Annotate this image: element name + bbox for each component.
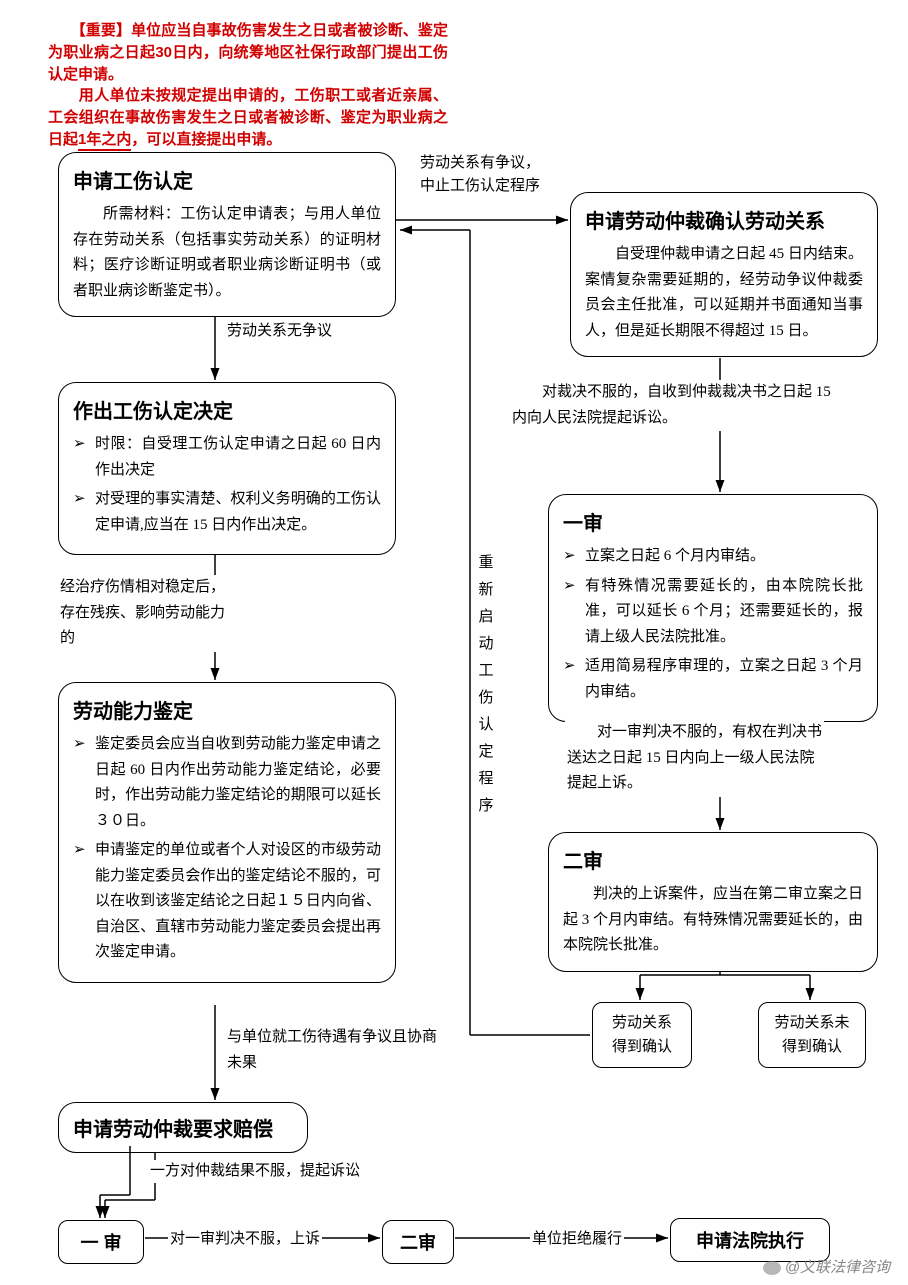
box4-b2: ➢有特殊情况需要延长的，由本院院长批准，可以延长 6 个月；还需要延长的，报请上… bbox=[563, 574, 863, 651]
box5-b1: ➢鉴定委员会应当自收到劳动能力鉴定申请之日起 60 日内作出劳动能力鉴定结论，必… bbox=[73, 732, 381, 834]
box1-body: 所需材料：工伤认定申请表；与用人单位存在劳动关系（包括事实劳动关系）的证明材料；… bbox=[73, 202, 381, 304]
label-no-dispute: 劳动关系无争议 bbox=[225, 320, 334, 343]
box4-b1: ➢立案之日起 6 个月内审结。 bbox=[563, 544, 863, 570]
box-first-trial: 一审 ➢立案之日起 6 个月内审结。 ➢有特殊情况需要延长的，由本院院长批准，可… bbox=[548, 494, 878, 722]
box-arbitration-comp: 申请劳动仲裁要求赔偿 bbox=[58, 1102, 308, 1153]
box3-b2: ➢对受理的事实清楚、权利义务明确的工伤认定申请,应当在 15 日内作出决定。 bbox=[73, 487, 381, 538]
box6-title: 二审 bbox=[563, 845, 863, 874]
label-restart-vertical: 重新启动工伤认定程序 bbox=[478, 550, 494, 820]
box3-b1: ➢时限：自受理工伤认定申请之日起 60 日内作出决定 bbox=[73, 432, 381, 483]
label-appeal-first: 对一审判决不服的，有权在判决书送达之日起 15 日内向上一级人民法院提起上诉。 bbox=[565, 720, 824, 797]
box-injury-decision: 作出工伤认定决定 ➢时限：自受理工伤认定申请之日起 60 日内作出决定 ➢对受理… bbox=[58, 382, 396, 555]
box-capacity-assess: 劳动能力鉴定 ➢鉴定委员会应当自收到劳动能力鉴定申请之日起 60 日内作出劳动能… bbox=[58, 682, 396, 983]
box6-body: 判决的上诉案件，应当在第二审立案之日起 3 个月内审结。有特殊情况需要延长的，由… bbox=[563, 882, 863, 959]
label-dispute-comp: 与单位就工伤待遇有争议且协商未果 bbox=[225, 1025, 444, 1076]
box-confirmed: 劳动关系 得到确认 bbox=[592, 1002, 692, 1068]
label-treatment: 经治疗伤情相对稳定后，存在残疾、影响劳动能力的 bbox=[58, 575, 227, 652]
label-refuse: 单位拒绝履行 bbox=[530, 1228, 624, 1251]
box7-title: 申请劳动仲裁要求赔偿 bbox=[73, 1113, 293, 1142]
box2-body: 自受理仲裁申请之日起 45 日内结束。案情复杂需要延期的，经劳动争议仲裁委员会主… bbox=[585, 242, 863, 344]
box-first-trial-small: 一 审 bbox=[58, 1220, 144, 1264]
label-one-party: 一方对仲裁结果不服，提起诉讼 bbox=[148, 1160, 362, 1183]
box-not-confirmed: 劳动关系未 得到确认 bbox=[758, 1002, 866, 1068]
box-second-trial-small: 二审 bbox=[382, 1220, 454, 1264]
box4-b3: ➢适用简易程序审理的，立案之日起 3 个月内审结。 bbox=[563, 654, 863, 705]
box5-title: 劳动能力鉴定 bbox=[73, 695, 381, 724]
important-note: 【重要】单位应当自事故伤害发生之日或者被诊断、鉴定为职业病之日起30日内，向统筹… bbox=[48, 20, 448, 151]
box5-b2: ➢申请鉴定的单位或者个人对设区的市级劳动能力鉴定委员会作出的鉴定结论不服的，可以… bbox=[73, 838, 381, 966]
box-apply-injury: 申请工伤认定 所需材料：工伤认定申请表；与用人单位存在劳动关系（包括事实劳动关系… bbox=[58, 152, 396, 317]
label-after-ruling: 对裁决不服的，自收到仲裁裁决书之日起 15 内向人民法院提起诉讼。 bbox=[510, 380, 844, 431]
box3-title: 作出工伤认定决定 bbox=[73, 395, 381, 424]
note-p1: 【重要】单位应当自事故伤害发生之日或者被诊断、鉴定为职业病之日起30日内，向统筹… bbox=[48, 20, 448, 85]
box4-title: 一审 bbox=[563, 507, 863, 536]
box-second-trial: 二审 判决的上诉案件，应当在第二审立案之日起 3 个月内审结。有特殊情况需要延长… bbox=[548, 832, 878, 972]
box2-title: 申请劳动仲裁确认劳动关系 bbox=[585, 205, 863, 234]
watermark: @义联法律咨询 bbox=[763, 1256, 890, 1277]
box-arbitration-confirm: 申请劳动仲裁确认劳动关系 自受理仲裁申请之日起 45 日内结束。案情复杂需要延期… bbox=[570, 192, 878, 357]
label-dispute: 劳动关系有争议， 中止工伤认定程序 bbox=[418, 152, 572, 197]
label-appeal-bottom: 对一审判决不服，上诉 bbox=[168, 1228, 322, 1251]
box1-title: 申请工伤认定 bbox=[73, 165, 381, 194]
note-p2: 用人单位未按规定提出申请的，工伤职工或者近亲属、工会组织在事故伤害发生之日或者被… bbox=[48, 85, 448, 150]
